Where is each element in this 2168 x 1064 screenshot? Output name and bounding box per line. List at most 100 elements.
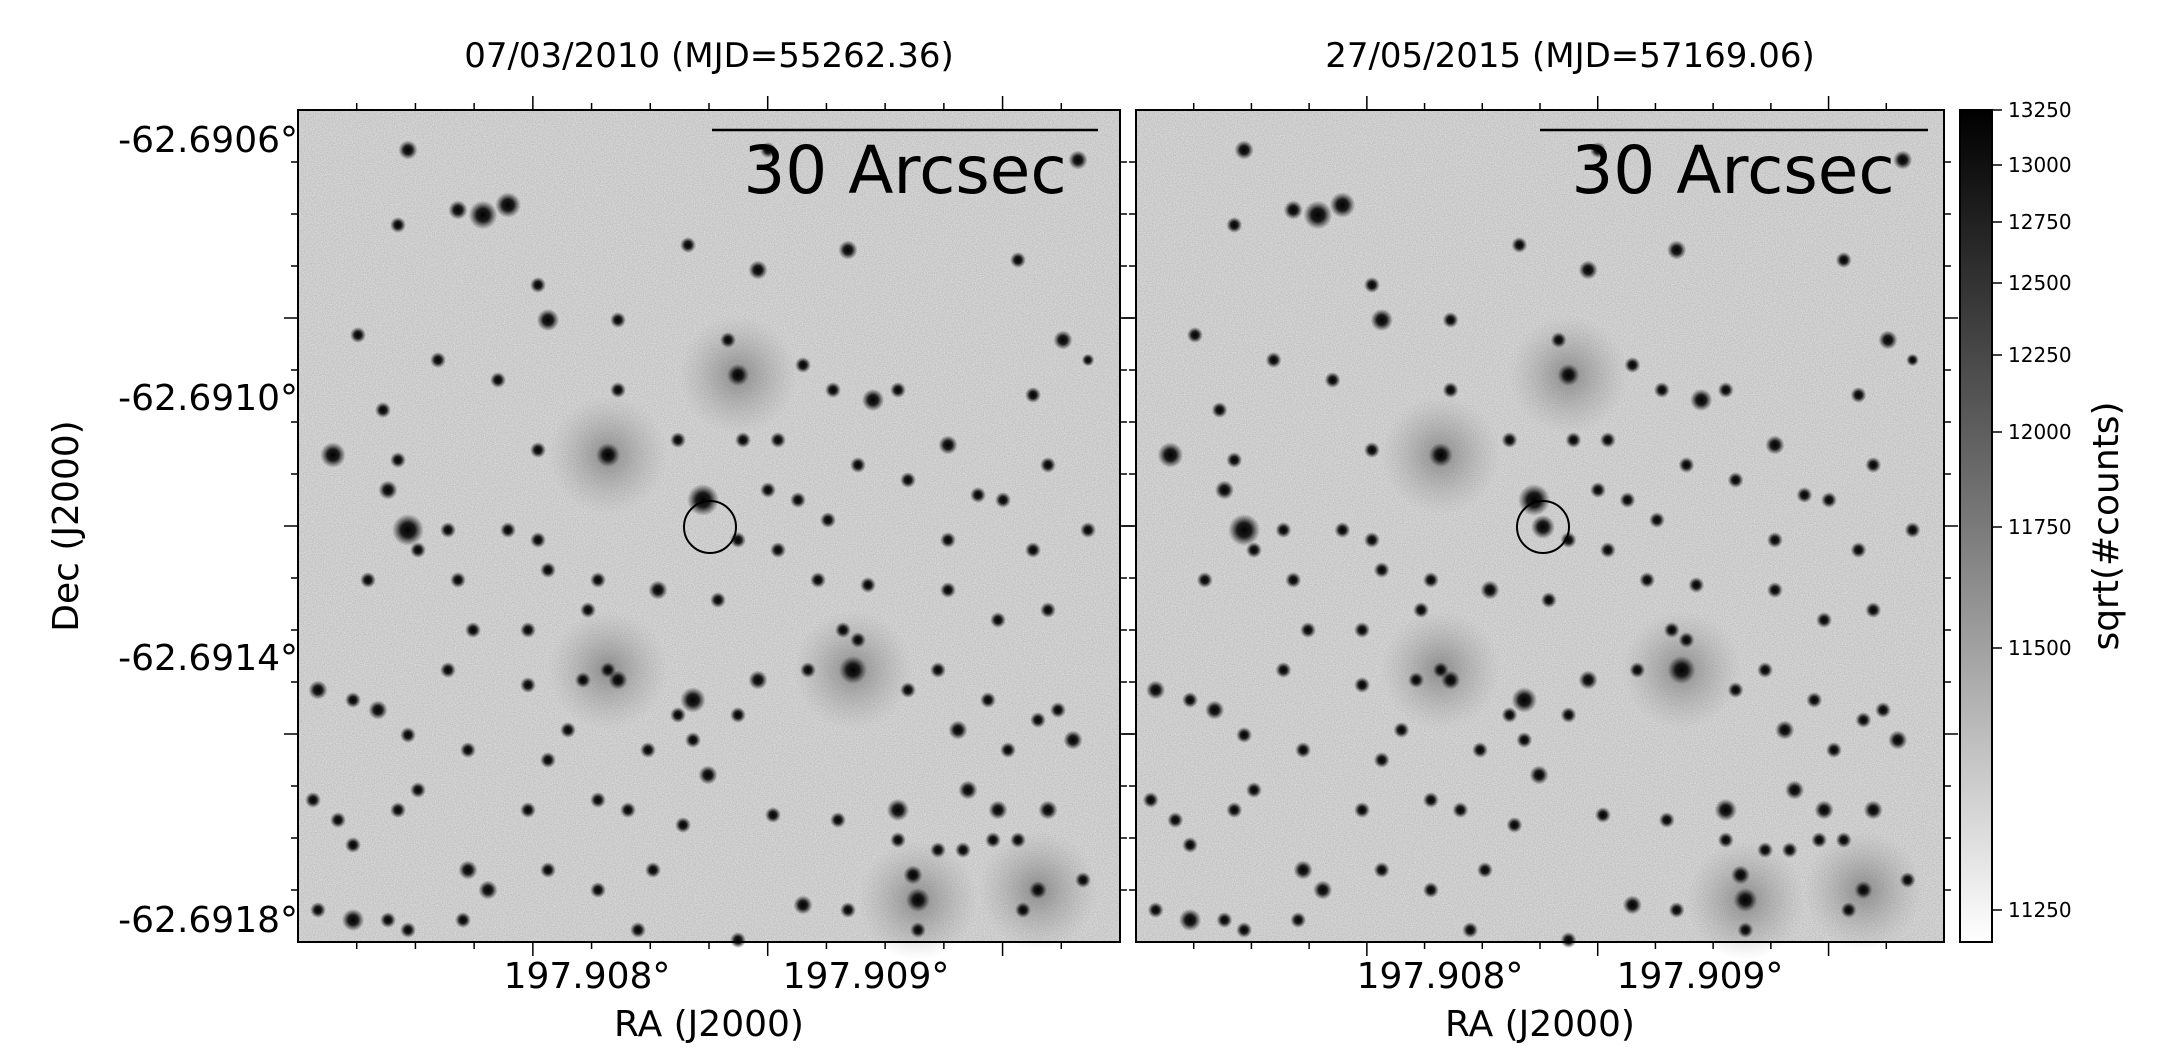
star <box>1850 542 1867 558</box>
star <box>380 912 396 928</box>
star <box>1717 832 1734 848</box>
star <box>1904 522 1921 538</box>
star <box>1730 865 1751 885</box>
star <box>900 682 916 698</box>
star <box>450 572 466 588</box>
star <box>810 572 826 588</box>
colorbar-tick-label: 12250 <box>2008 343 2072 367</box>
panel-2: 30 Arcsec 27/05/2015 (MJD=57169.06) 197.… <box>1122 36 1958 1045</box>
star <box>490 372 506 388</box>
star <box>1363 532 1380 548</box>
star <box>1678 632 1695 648</box>
star <box>1324 372 1341 388</box>
panel-1-ytick-label: -62.6918° <box>118 900 298 941</box>
star <box>398 140 418 160</box>
star <box>765 807 781 823</box>
star <box>536 308 560 332</box>
star <box>1068 150 1088 170</box>
panel-1-ytick-label: -62.6910° <box>118 378 298 419</box>
star <box>1428 443 1453 467</box>
star <box>1226 802 1243 818</box>
star <box>1226 217 1243 233</box>
star <box>735 432 751 448</box>
star <box>1688 577 1705 593</box>
star <box>1293 860 1313 880</box>
star <box>410 542 426 558</box>
star <box>748 670 768 690</box>
star <box>860 577 876 593</box>
star <box>590 792 606 808</box>
colorbar-tick-label: 13000 <box>2008 153 2072 177</box>
star <box>1727 682 1744 698</box>
star <box>1075 872 1091 888</box>
star <box>1283 200 1303 220</box>
star <box>1835 252 1852 268</box>
star <box>1063 730 1083 750</box>
star <box>1290 912 1307 928</box>
star <box>930 662 946 678</box>
star <box>1590 142 1607 158</box>
panel-2-x-axis-label: RA (J2000) <box>1445 1004 1635 1045</box>
star <box>1875 702 1892 718</box>
star <box>1785 780 1805 800</box>
star <box>1480 580 1500 600</box>
star <box>850 457 866 473</box>
star <box>375 402 391 418</box>
star <box>1835 832 1852 848</box>
star <box>1081 353 1095 367</box>
star <box>1354 677 1371 693</box>
star <box>990 612 1006 628</box>
star <box>1557 364 1580 386</box>
star <box>970 487 986 503</box>
star <box>840 902 856 918</box>
colorbar-tick-label: 11500 <box>2008 636 2072 660</box>
star <box>1648 512 1665 528</box>
star <box>1717 382 1734 398</box>
star <box>1363 442 1380 458</box>
star <box>1629 662 1646 678</box>
star <box>720 332 736 348</box>
star <box>1040 602 1056 618</box>
star <box>835 622 851 638</box>
star <box>1766 582 1783 598</box>
star <box>400 922 416 938</box>
star <box>988 800 1008 820</box>
star <box>760 142 776 158</box>
panel-1-target-circle <box>683 500 737 554</box>
star <box>1854 881 1873 899</box>
star <box>630 922 646 938</box>
star <box>1050 702 1066 718</box>
star <box>1265 352 1282 368</box>
star <box>1196 572 1213 588</box>
star <box>1285 572 1302 588</box>
star <box>1733 888 1758 912</box>
star <box>1906 353 1919 367</box>
star <box>748 260 768 280</box>
star <box>410 782 426 798</box>
star <box>520 622 536 638</box>
star <box>1529 765 1549 785</box>
star <box>1234 140 1254 160</box>
star <box>1167 812 1184 828</box>
star <box>1053 330 1073 350</box>
star <box>825 382 841 398</box>
star <box>1313 880 1333 900</box>
star <box>1893 150 1913 170</box>
star <box>1888 730 1908 750</box>
panel-1-title: 07/03/2010 (MJD=55262.36) <box>464 36 954 76</box>
star <box>1560 932 1577 948</box>
star <box>1653 382 1670 398</box>
star <box>1157 442 1184 468</box>
star <box>1714 798 1738 822</box>
star <box>580 602 596 618</box>
star <box>1727 472 1744 488</box>
star <box>698 765 718 785</box>
star <box>670 707 686 723</box>
star <box>1354 622 1371 638</box>
panel-1-noise <box>298 110 1120 942</box>
star <box>1040 457 1056 473</box>
colorbar-ticks: 13250 13000 12750 12500 12250 12000 11750 11500… <box>1992 98 2072 922</box>
star <box>1236 922 1253 938</box>
panel-2-ticks <box>1122 96 1958 956</box>
star <box>1373 862 1390 878</box>
